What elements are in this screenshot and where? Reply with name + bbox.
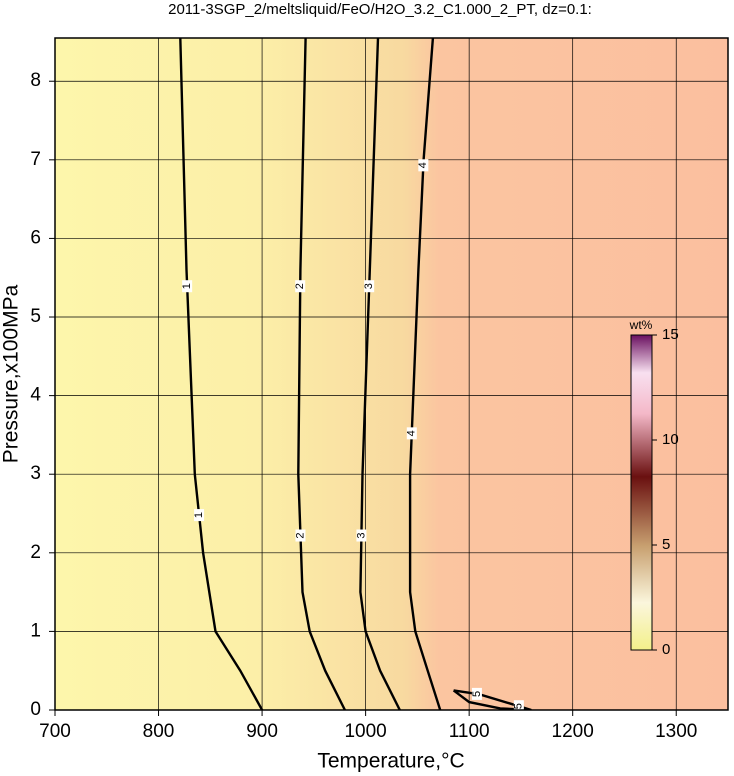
contour-label: 2 <box>294 283 306 289</box>
contour-label: 1 <box>193 512 205 518</box>
contour-label: 5 <box>513 703 525 709</box>
colorbar <box>630 334 653 651</box>
contour-label-bg <box>513 700 524 713</box>
y-tick-label: 6 <box>30 227 41 248</box>
contour-label-bg <box>295 529 306 542</box>
contour-line <box>179 38 264 710</box>
x-tick-label: 900 <box>246 721 278 742</box>
contour-label-bg <box>182 280 193 293</box>
plot-background <box>55 38 728 710</box>
contour-label-bg <box>406 427 417 440</box>
contour-labels: 1 1 2 2 3 3 4 4 5 5 <box>181 159 525 713</box>
y-tick-label: 0 <box>30 699 41 720</box>
contour-label-bg <box>295 280 306 293</box>
y-tick-label: 8 <box>30 70 41 91</box>
y-tick-label: 4 <box>30 385 41 406</box>
plot-frame <box>54 37 729 711</box>
x-tick-label: 1300 <box>655 721 697 742</box>
x-tick-label: 800 <box>143 721 175 742</box>
contour-label-bg <box>471 687 482 700</box>
colorbar-ticks: 0 5 10 15 <box>652 326 679 658</box>
contour-label-bg <box>194 509 205 522</box>
contour-label: 4 <box>406 430 418 436</box>
x-tick-label: 700 <box>39 721 71 742</box>
y-axis-label: Pressure,x100MPa <box>0 284 23 463</box>
contour-label: 1 <box>181 283 193 289</box>
x-tick-label: 1000 <box>344 721 386 742</box>
y-tick-label: 7 <box>30 149 41 170</box>
contour-label-bg <box>356 529 367 542</box>
colorbar-label: wt% <box>629 318 653 332</box>
x-axis-label: Temperature,°C <box>317 750 464 773</box>
contour-label-bg <box>418 159 429 172</box>
contour-line <box>359 38 401 710</box>
contours <box>179 38 532 710</box>
colorbar-tick-label: 15 <box>662 326 679 343</box>
chart-title: 2011-3SGP_2/meltsliquid/FeO/H2O_3.2_C1.0… <box>168 1 592 18</box>
x-tick-label: 1100 <box>449 721 490 742</box>
y-tick-label: 3 <box>30 463 41 484</box>
y-tick-label: 5 <box>30 306 41 327</box>
y-tick-label: 2 <box>30 542 41 563</box>
contour-line <box>297 38 346 710</box>
y-tick-label: 1 <box>30 620 41 641</box>
colorbar-tick-label: 10 <box>662 431 679 448</box>
x-tick-label: 1200 <box>552 721 594 742</box>
colorbar-tick-label: 5 <box>662 536 670 553</box>
contour-label: 4 <box>417 162 429 168</box>
contour-label-bg <box>364 280 375 293</box>
colorbar-tick-label: 0 <box>662 641 670 658</box>
contour-label: 3 <box>355 532 367 538</box>
contour-line <box>408 38 442 710</box>
contour-label: 3 <box>363 283 375 289</box>
contour-label: 5 <box>471 691 483 697</box>
contour-label: 2 <box>294 532 306 538</box>
